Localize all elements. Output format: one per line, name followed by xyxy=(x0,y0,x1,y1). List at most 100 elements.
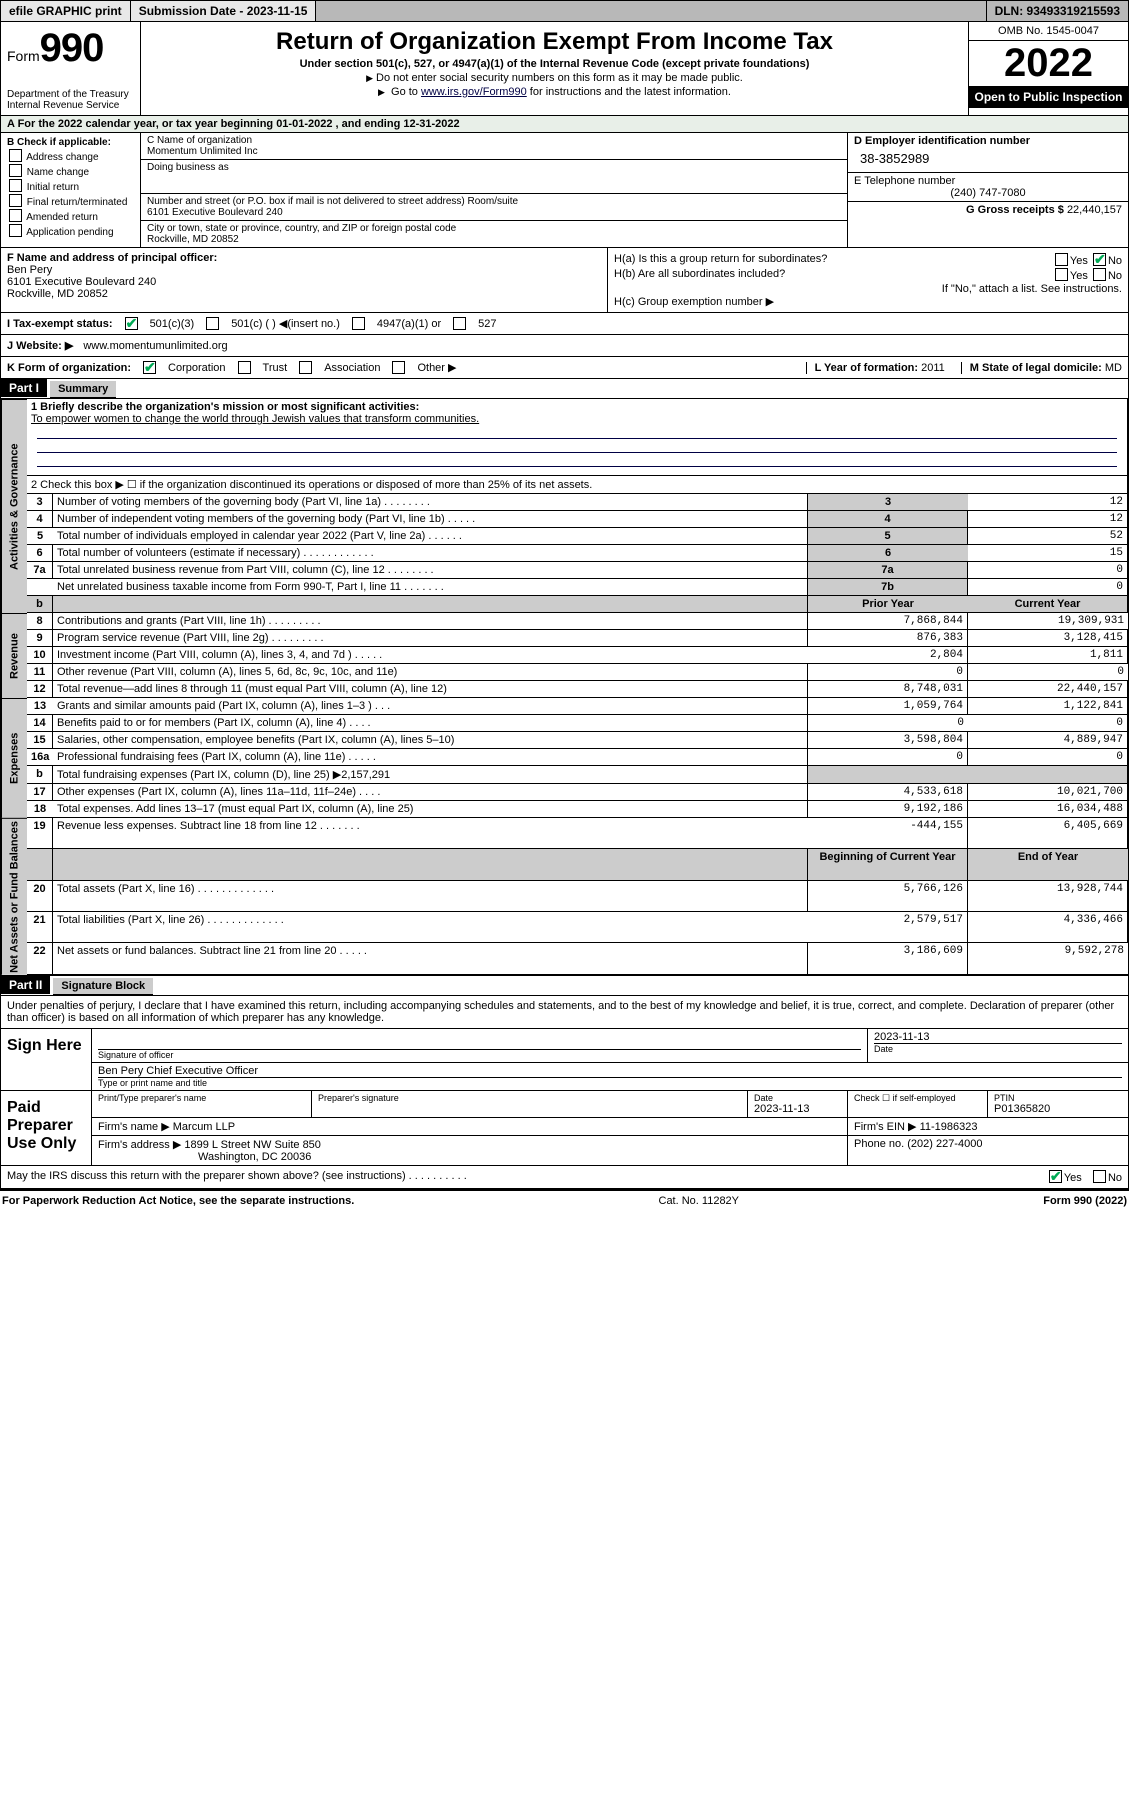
line-21-text: Total liabilities (Part X, line 26) . . … xyxy=(53,912,808,943)
dba-cell: Doing business as xyxy=(141,160,847,194)
chk-other[interactable] xyxy=(392,361,405,374)
dln-label: DLN: 93493319215593 xyxy=(986,1,1128,21)
line-19-text: Revenue less expenses. Subtract line 18 … xyxy=(53,818,808,849)
chk-trust[interactable] xyxy=(238,361,251,374)
state-domicile: M State of legal domicile: MD xyxy=(961,362,1122,374)
line-7a-no: 7a xyxy=(27,562,53,579)
paid-preparer-label: Paid Preparer Use Only xyxy=(1,1090,91,1165)
line-6-val: 15 xyxy=(968,545,1128,562)
line-21-end: 4,336,466 xyxy=(968,912,1128,943)
efile-print-button[interactable]: efile GRAPHIC print xyxy=(1,1,131,21)
col-begin: Beginning of Current Year xyxy=(808,849,968,880)
line-10-prior: 2,804 xyxy=(808,647,968,664)
group-return-row: H(a) Is this a group return for subordin… xyxy=(614,253,1122,267)
dept-label: Department of the Treasury Internal Reve… xyxy=(7,89,134,111)
telephone-cell: E Telephone number (240) 747-7080 xyxy=(848,173,1128,202)
website-value: www.momentumunlimited.org xyxy=(83,340,227,352)
line-20-begin: 5,766,126 xyxy=(808,881,968,912)
chk-501c3[interactable] xyxy=(125,317,138,330)
street-address: 6101 Executive Boulevard 240 xyxy=(147,207,841,218)
tax-exempt-status: I Tax-exempt status: 501(c)(3) 501(c) ( … xyxy=(0,313,1129,335)
ein-cell: D Employer identification number 38-3852… xyxy=(848,133,1128,173)
submission-date-button[interactable]: Submission Date - 2023-11-15 xyxy=(131,1,317,21)
chk-final-return[interactable]: Final return/terminated xyxy=(7,194,134,208)
firm-name-cell: Firm's name ▶ Marcum LLP xyxy=(92,1118,848,1135)
chk-assoc[interactable] xyxy=(299,361,312,374)
street-cell: Number and street (or P.O. box if mail i… xyxy=(141,194,847,221)
signature-block: Under penalties of perjury, I declare th… xyxy=(0,996,1129,1189)
hb-no[interactable] xyxy=(1093,268,1106,281)
line-7b-no xyxy=(27,579,53,596)
form-number: 990 xyxy=(40,26,104,70)
line-22-begin: 3,186,609 xyxy=(808,943,968,974)
line-10-curr: 1,811 xyxy=(968,647,1128,664)
col-b-checkboxes: B Check if applicable: Address change Na… xyxy=(1,133,141,247)
chk-corp[interactable] xyxy=(143,361,156,374)
telephone-value: (240) 747-7080 xyxy=(854,187,1122,199)
col-end: End of Year xyxy=(968,849,1128,880)
officer-signature-cell[interactable]: Signature of officer xyxy=(92,1029,868,1062)
line-12-prior: 8,748,031 xyxy=(808,681,968,698)
chk-4947[interactable] xyxy=(352,317,365,330)
line-22-text: Net assets or fund balances. Subtract li… xyxy=(53,943,808,974)
ha-yes[interactable] xyxy=(1055,253,1068,266)
discuss-yes[interactable] xyxy=(1049,1170,1062,1183)
org-name-cell: C Name of organization Momentum Unlimite… xyxy=(141,133,847,160)
line-15-text: Salaries, other compensation, employee b… xyxy=(53,732,808,749)
line-3-no: 3 xyxy=(27,494,53,511)
row-a-period: A For the 2022 calendar year, or tax yea… xyxy=(0,116,1129,133)
part-i-title: Summary xyxy=(50,381,116,398)
line-5-text: Total number of individuals employed in … xyxy=(53,528,808,545)
line-4-val: 12 xyxy=(968,511,1128,528)
chk-name-change[interactable]: Name change xyxy=(7,164,134,178)
line-14-prior: 0 xyxy=(808,715,968,732)
part-ii: Part II Signature Block xyxy=(0,976,1129,996)
line-18-no: 18 xyxy=(27,801,53,818)
part-i: Part I Summary xyxy=(0,379,1129,399)
line-16a-text: Professional fundraising fees (Part IX, … xyxy=(53,749,808,766)
chk-527[interactable] xyxy=(453,317,466,330)
preparer-sig-cell[interactable]: Preparer's signature xyxy=(312,1091,748,1117)
line-3-text: Number of voting members of the governin… xyxy=(53,494,808,511)
preparer-name-cell: Print/Type preparer's name xyxy=(92,1091,312,1117)
preparer-date-cell: Date2023-11-13 xyxy=(748,1091,848,1117)
identity-block: B Check if applicable: Address change Na… xyxy=(0,133,1129,248)
blank-hdr xyxy=(53,596,808,613)
line-8-curr: 19,309,931 xyxy=(968,613,1128,630)
line-12-curr: 22,440,157 xyxy=(968,681,1128,698)
line-10-no: 10 xyxy=(27,647,53,664)
year-formation: L Year of formation: 2011 xyxy=(806,362,945,374)
line-17-prior: 4,533,618 xyxy=(808,784,968,801)
ha-no[interactable] xyxy=(1093,253,1106,266)
line-9-text: Program service revenue (Part VIII, line… xyxy=(53,630,808,647)
form-ref: Form 990 (2022) xyxy=(1043,1195,1127,1207)
line-16b-text: Total fundraising expenses (Part IX, col… xyxy=(53,766,808,784)
line-20-end: 13,928,744 xyxy=(968,881,1128,912)
mission-text: To empower women to change the world thr… xyxy=(31,413,479,425)
paperwork-notice: For Paperwork Reduction Act Notice, see … xyxy=(2,1195,354,1207)
omb-number: OMB No. 1545-0047 xyxy=(969,22,1128,41)
discuss-no[interactable] xyxy=(1093,1170,1106,1183)
principal-officer: F Name and address of principal officer:… xyxy=(1,248,608,312)
section-net-assets: Net Assets or Fund Balances xyxy=(1,818,27,975)
line-6-box: 6 xyxy=(808,545,968,562)
website-row: J Website: ▶ www.momentumunlimited.org xyxy=(0,335,1129,357)
chk-address-change[interactable]: Address change xyxy=(7,149,134,163)
line-11-text: Other revenue (Part VIII, column (A), li… xyxy=(53,664,808,681)
form-title: Return of Organization Exempt From Incom… xyxy=(147,28,962,56)
chk-amended-return[interactable]: Amended return xyxy=(7,209,134,223)
instructions-link[interactable]: www.irs.gov/Form990 xyxy=(421,86,527,98)
line-22-end: 9,592,278 xyxy=(968,943,1128,974)
chk-501c[interactable] xyxy=(206,317,219,330)
preparer-selfemp-cell[interactable]: Check ☐ if self-employed xyxy=(848,1091,988,1117)
line-13-curr: 1,122,841 xyxy=(968,698,1128,715)
line-21-no: 21 xyxy=(27,912,53,943)
gross-receipts-cell: G Gross receipts $ 22,440,157 xyxy=(848,202,1128,218)
line-11-curr: 0 xyxy=(968,664,1128,681)
cat-no: Cat. No. 11282Y xyxy=(659,1195,740,1207)
part-ii-tag: Part II xyxy=(1,976,50,994)
col-prior: Prior Year xyxy=(808,596,968,613)
hb-yes[interactable] xyxy=(1055,268,1068,281)
chk-initial-return[interactable]: Initial return xyxy=(7,179,134,193)
chk-application-pending[interactable]: Application pending xyxy=(7,224,134,238)
